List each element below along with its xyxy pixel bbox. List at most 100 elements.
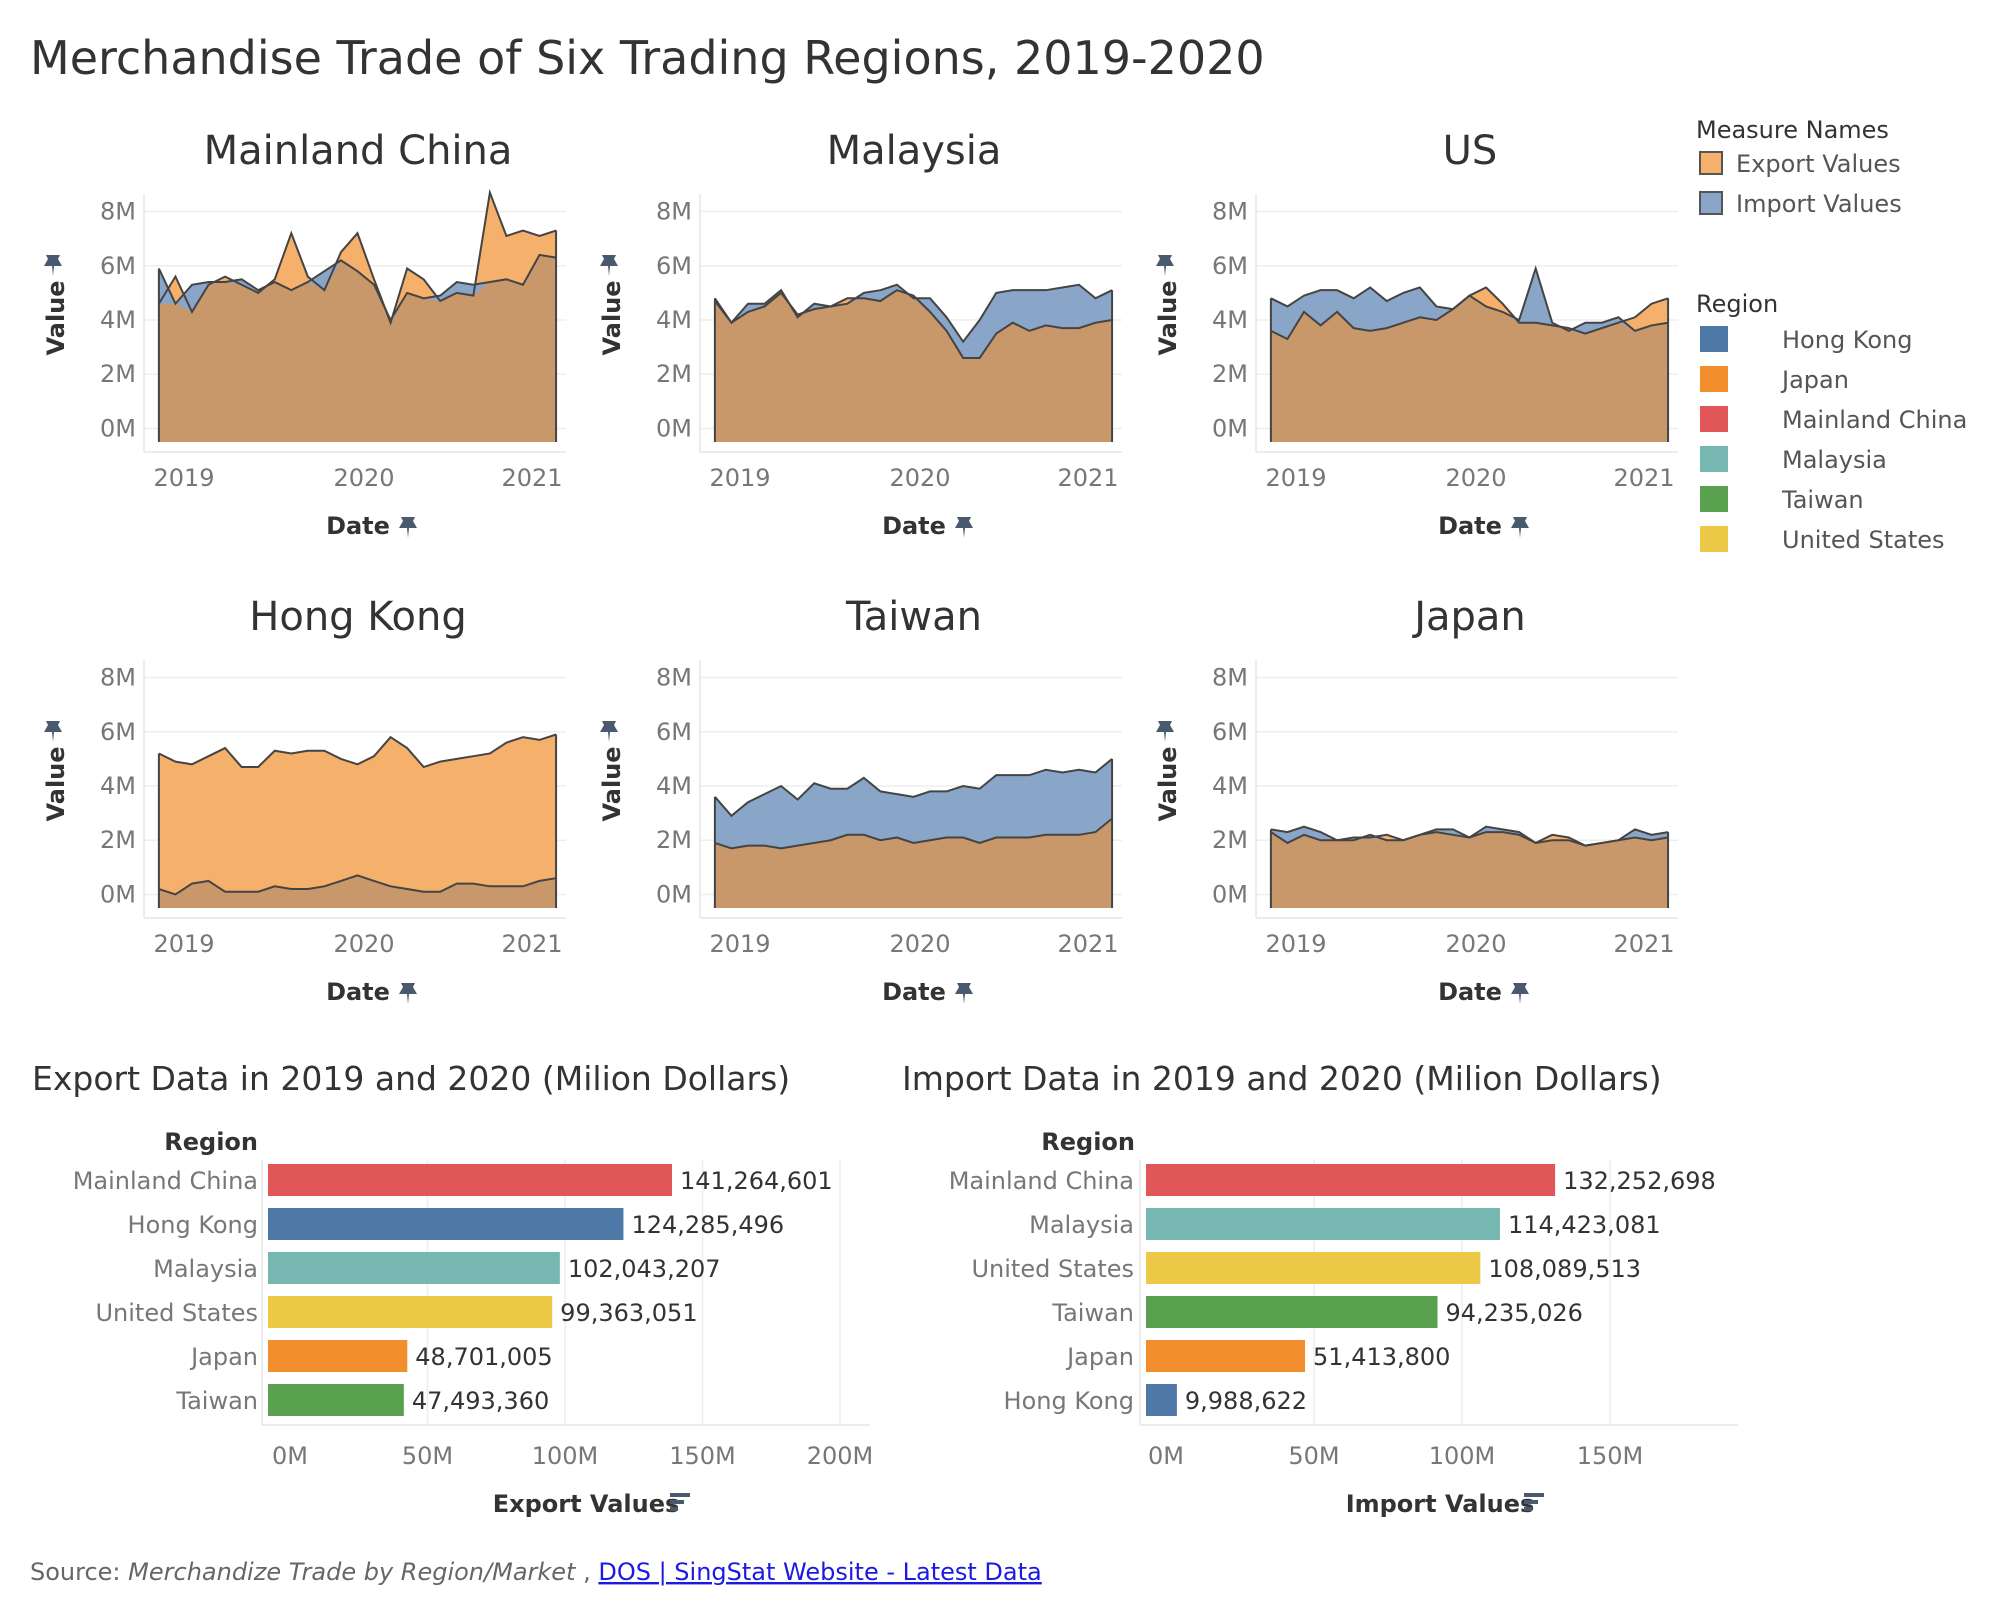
import-values-bar-chart: Import Data in 2019 and 2020 (Milion Dol…: [902, 1059, 1738, 1518]
y-tick-label: 8M: [656, 198, 692, 226]
x-axis-title: Date: [882, 512, 946, 540]
bar-value-label: 132,252,698: [1563, 1167, 1716, 1195]
x-tick-label: 2021: [1057, 930, 1118, 958]
x-axis-title: Date: [1438, 512, 1502, 540]
bar-category-label: Japan: [1065, 1343, 1134, 1371]
x-tick-label: 2019: [1265, 930, 1326, 958]
y-tick-label: 6M: [1212, 718, 1248, 746]
x-axis-title: Date: [1438, 978, 1502, 1006]
y-tick-label: 2M: [656, 826, 692, 854]
x-tick-label: 2020: [1445, 930, 1506, 958]
y-tick-label: 6M: [100, 252, 136, 280]
y-tick-label: 0M: [100, 880, 136, 908]
legend-swatch-import-values: [1699, 191, 1723, 215]
legend-item-japan: Japan: [1780, 366, 1849, 394]
small-multiples: Mainland China 0M 2M 4M 6M 8M 2019 2020 2021 Valu…: [42, 128, 1678, 1006]
x-tick-label: 2020: [889, 930, 950, 958]
y-tick-label: 6M: [100, 718, 136, 746]
x-pin-icon: [1511, 517, 1529, 538]
bar-x-tick-label: 150M: [1577, 1442, 1644, 1470]
source-separator: ,: [575, 1558, 598, 1586]
panel-hong-kong: Hong Kong 0M 2M 4M 6M 8M 2019 2020 2021 Value Date: [42, 594, 566, 1006]
panel-us: US 0M 2M 4M 6M 8M 2019 2020 2021 Value Date: [1154, 128, 1678, 540]
bar-category-label: Japan: [189, 1343, 258, 1371]
legend-region-title: Region: [1696, 290, 1778, 318]
y-tick-label: 8M: [1212, 198, 1248, 226]
y-tick-label: 4M: [1212, 772, 1248, 800]
legend-item-malaysia: Malaysia: [1782, 446, 1887, 474]
panel-title: Japan: [1411, 594, 1526, 640]
import-line: [1270, 825, 1669, 847]
bar-value-label: 9,988,622: [1185, 1387, 1307, 1415]
x-pin-icon: [955, 983, 973, 1004]
panel-malaysia: Malaysia 0M 2M 4M 6M 8M 2019 2020 2021 Value Date: [598, 128, 1122, 540]
x-axis-title: Date: [882, 978, 946, 1006]
x-pin-icon-shape: [1511, 517, 1529, 538]
sort-bar-short: [670, 1507, 678, 1511]
x-tick-label: 2020: [889, 464, 950, 492]
source-title: Merchandize Trade by Region/Market: [128, 1558, 577, 1586]
bar-chart-title: Import Data in 2019 and 2020 (Milion Dol…: [902, 1059, 1662, 1098]
bar-category-label: Taiwan: [175, 1387, 258, 1415]
legend-swatch-mainland-china: [1700, 406, 1728, 432]
panel-title: Malaysia: [827, 128, 1002, 174]
x-pin-icon: [1511, 983, 1529, 1004]
x-pin-icon-shape: [399, 517, 417, 538]
y-tick-label: 4M: [1212, 306, 1248, 334]
legend-item-hong-kong: Hong Kong: [1782, 326, 1912, 354]
sort-bar-mid: [670, 1500, 684, 1504]
y-pin-icon: [1156, 255, 1174, 276]
import-line: [1270, 265, 1669, 332]
bar-value-label: 108,089,513: [1488, 1255, 1641, 1283]
x-tick-label: 2019: [1265, 464, 1326, 492]
y-pin-icon: [1156, 721, 1174, 742]
panel-title: Hong Kong: [249, 594, 466, 640]
overlap-area: [1270, 295, 1669, 442]
panel-japan: Japan 0M 2M 4M 6M 8M 2019 2020 2021 Value Date: [1154, 594, 1678, 1006]
y-pin-icon: [44, 721, 62, 742]
legend-swatch-taiwan: [1700, 486, 1728, 512]
bar-x-axis-title: Export Values: [493, 1490, 680, 1518]
panel-title: Mainland China: [204, 128, 513, 174]
panel-taiwan: Taiwan 0M 2M 4M 6M 8M 2019 2020 2021 Value Date: [598, 594, 1122, 1006]
category-header: Region: [164, 1128, 258, 1156]
x-pin-icon: [399, 517, 417, 538]
y-tick-label: 8M: [100, 664, 136, 692]
x-tick-label: 2021: [1057, 464, 1118, 492]
overlap-area: [1270, 832, 1669, 908]
bar-x-tick-label: 100M: [532, 1442, 599, 1470]
export-area: [158, 734, 557, 908]
source-link[interactable]: DOS | SingStat Website - Latest Data: [598, 1558, 1041, 1586]
panel-mainland-china: Mainland China 0M 2M 4M 6M 8M 2019 2020 2021 Valu…: [42, 128, 566, 540]
x-pin-icon: [955, 517, 973, 538]
export-values-bar-chart: Export Data in 2019 and 2020 (Milion Dol…: [32, 1059, 873, 1518]
y-tick-label: 6M: [656, 252, 692, 280]
export-line: [158, 188, 557, 326]
x-tick-label: 2021: [501, 464, 562, 492]
y-axis-title: Value: [42, 746, 70, 821]
y-pin-icon: [44, 255, 62, 276]
bar-value-label: 124,285,496: [631, 1211, 784, 1239]
x-tick-label: 2019: [709, 464, 770, 492]
panel-title: Taiwan: [845, 594, 982, 640]
x-axis-title: Date: [326, 978, 390, 1006]
bar-category-label: Malaysia: [153, 1255, 258, 1283]
bar-mainland-china: [268, 1164, 673, 1196]
bar-x-tick-label: 100M: [1429, 1442, 1496, 1470]
page-title: Merchandise Trade of Six Trading Regions…: [30, 31, 1265, 85]
legend-swatch-hong-kong: [1700, 326, 1728, 352]
bar-taiwan: [268, 1384, 404, 1416]
legend-swatch-malaysia: [1700, 446, 1728, 472]
y-axis-title: Value: [1154, 746, 1182, 821]
sort-bar-short: [1524, 1507, 1532, 1511]
sort-bar-long: [1524, 1493, 1544, 1497]
category-header: Region: [1041, 1128, 1135, 1156]
y-tick-label: 2M: [1212, 360, 1248, 388]
x-tick-label: 2019: [153, 464, 214, 492]
bar-value-label: 141,264,601: [680, 1167, 833, 1195]
sort-bar-mid: [1524, 1500, 1538, 1504]
bar-x-tick-label: 150M: [669, 1442, 736, 1470]
bar-x-tick-label: 0M: [1148, 1442, 1184, 1470]
